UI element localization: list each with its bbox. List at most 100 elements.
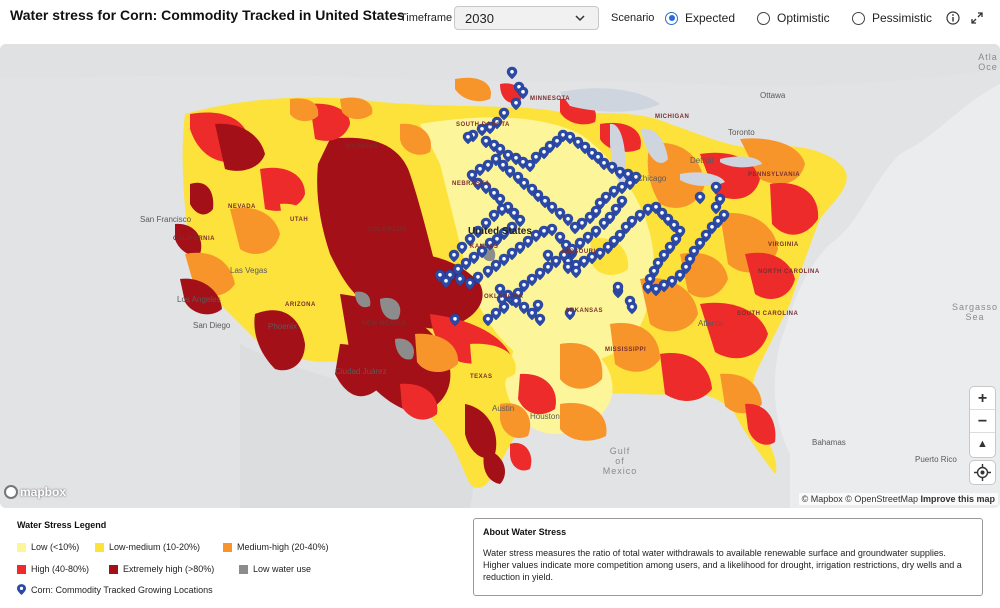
water-stress-map[interactable]: United States Ottawa Toronto Detroit Chi… xyxy=(0,44,1000,508)
zoom-out-button[interactable]: − xyxy=(970,410,995,433)
scenario-radio-expected[interactable]: Expected xyxy=(665,10,735,26)
corn-location-pin[interactable] xyxy=(476,123,488,137)
corn-location-pin[interactable] xyxy=(494,193,506,207)
corn-location-pin[interactable] xyxy=(526,307,538,321)
geolocate-button[interactable] xyxy=(970,461,995,484)
corn-location-pin[interactable] xyxy=(612,281,624,295)
corn-location-pin[interactable] xyxy=(484,121,496,135)
corn-location-pin[interactable] xyxy=(624,177,636,191)
corn-location-pin[interactable] xyxy=(448,249,460,263)
info-icon[interactable] xyxy=(946,11,960,25)
corn-location-pin[interactable] xyxy=(517,86,529,100)
corn-location-pin[interactable] xyxy=(504,165,516,179)
corn-location-pin[interactable] xyxy=(522,235,534,249)
timeframe-select[interactable]: 2030 xyxy=(454,6,599,30)
corn-location-pin[interactable] xyxy=(490,153,502,167)
corn-location-pin[interactable] xyxy=(534,313,546,327)
corn-location-pin[interactable] xyxy=(506,247,518,261)
corn-location-pin[interactable] xyxy=(688,245,700,259)
corn-location-pin[interactable] xyxy=(550,255,562,269)
corn-location-pin[interactable] xyxy=(538,146,550,160)
corn-location-pin[interactable] xyxy=(480,181,492,195)
corn-location-pin[interactable] xyxy=(496,293,508,307)
corn-location-pin[interactable] xyxy=(482,313,494,327)
corn-location-pin[interactable] xyxy=(498,107,510,121)
scenario-radio-optimistic[interactable]: Optimistic xyxy=(757,10,830,26)
corn-location-pin[interactable] xyxy=(598,217,610,231)
corn-location-pin[interactable] xyxy=(694,191,706,205)
corn-location-pin[interactable] xyxy=(460,257,472,271)
corn-location-pin[interactable] xyxy=(650,283,662,297)
corn-location-pin[interactable] xyxy=(558,249,570,263)
corn-location-pin[interactable] xyxy=(532,299,544,313)
corn-location-pin[interactable] xyxy=(566,243,578,257)
corn-location-pin[interactable] xyxy=(594,247,606,261)
corn-location-pin[interactable] xyxy=(506,66,518,80)
corn-location-pin[interactable] xyxy=(512,171,524,185)
corn-location-pin[interactable] xyxy=(449,313,461,327)
corn-location-pin[interactable] xyxy=(570,265,582,279)
corn-location-pin[interactable] xyxy=(472,177,484,191)
expand-icon[interactable] xyxy=(970,11,984,25)
corn-location-pin[interactable] xyxy=(562,213,574,227)
corn-location-pin[interactable] xyxy=(482,159,494,173)
corn-location-pin[interactable] xyxy=(452,263,464,277)
corn-location-pin[interactable] xyxy=(496,203,508,217)
corn-location-pin[interactable] xyxy=(464,233,476,247)
corn-location-pin[interactable] xyxy=(480,217,492,231)
corn-location-pin[interactable] xyxy=(510,295,522,309)
attribution-improve[interactable]: Improve this map xyxy=(920,494,995,504)
corn-location-pin[interactable] xyxy=(626,301,638,315)
corn-location-pin[interactable] xyxy=(642,281,654,295)
corn-location-pin[interactable] xyxy=(574,237,586,251)
corn-location-pin[interactable] xyxy=(510,97,522,111)
corn-location-pin[interactable] xyxy=(544,140,556,154)
corn-location-pin[interactable] xyxy=(502,149,514,163)
scenario-radio-pessimistic[interactable]: Pessimistic xyxy=(852,10,932,26)
corn-location-pin[interactable] xyxy=(524,159,536,173)
corn-location-pin[interactable] xyxy=(642,203,654,217)
corn-location-pin[interactable] xyxy=(542,249,554,263)
corn-location-pin[interactable] xyxy=(564,131,576,145)
corn-location-pin[interactable] xyxy=(534,267,546,281)
corn-location-pin[interactable] xyxy=(590,225,602,239)
compass-button[interactable]: ▲ xyxy=(977,438,988,450)
corn-location-pin[interactable] xyxy=(490,307,502,321)
corn-location-pin[interactable] xyxy=(518,301,530,315)
corn-location-pin[interactable] xyxy=(530,229,542,243)
corn-location-pin[interactable] xyxy=(472,271,484,285)
zoom-in-button[interactable]: + xyxy=(970,387,995,410)
corn-location-pin[interactable] xyxy=(472,225,484,239)
corn-location-pin[interactable] xyxy=(606,161,618,175)
corn-location-pin[interactable] xyxy=(584,211,596,225)
corn-location-pin[interactable] xyxy=(616,181,628,195)
corn-location-pin[interactable] xyxy=(562,261,574,275)
corn-location-pin[interactable] xyxy=(542,261,554,275)
corn-location-pin[interactable] xyxy=(608,185,620,199)
corn-location-pin[interactable] xyxy=(440,275,452,289)
corn-location-pin[interactable] xyxy=(464,277,476,291)
attribution-osm[interactable]: © OpenStreetMap xyxy=(845,494,918,504)
corn-location-pin[interactable] xyxy=(598,157,610,171)
corn-location-pin[interactable] xyxy=(490,259,502,273)
corn-location-pin[interactable] xyxy=(506,221,518,235)
corn-location-pin[interactable] xyxy=(526,273,538,287)
corn-location-pin[interactable] xyxy=(582,231,594,245)
corn-location-pin[interactable] xyxy=(484,237,496,251)
corn-location-pin[interactable] xyxy=(712,215,724,229)
corn-location-pin[interactable] xyxy=(714,193,726,207)
corn-location-pin[interactable] xyxy=(564,307,576,321)
corn-location-pin[interactable] xyxy=(474,163,486,177)
corn-location-pin[interactable] xyxy=(462,131,474,145)
corn-location-pin[interactable] xyxy=(614,166,626,180)
mapbox-logo[interactable]: mapbox xyxy=(4,485,66,499)
corn-location-pin[interactable] xyxy=(454,273,466,287)
corn-location-pin[interactable] xyxy=(546,223,558,237)
corn-location-pin[interactable] xyxy=(539,195,551,209)
corn-location-pin[interactable] xyxy=(514,214,526,228)
corn-location-pin[interactable] xyxy=(710,181,722,195)
corn-location-pin[interactable] xyxy=(456,241,468,255)
corn-location-pin[interactable] xyxy=(482,265,494,279)
corn-location-pin[interactable] xyxy=(718,209,730,223)
corn-location-pin[interactable] xyxy=(468,251,480,265)
